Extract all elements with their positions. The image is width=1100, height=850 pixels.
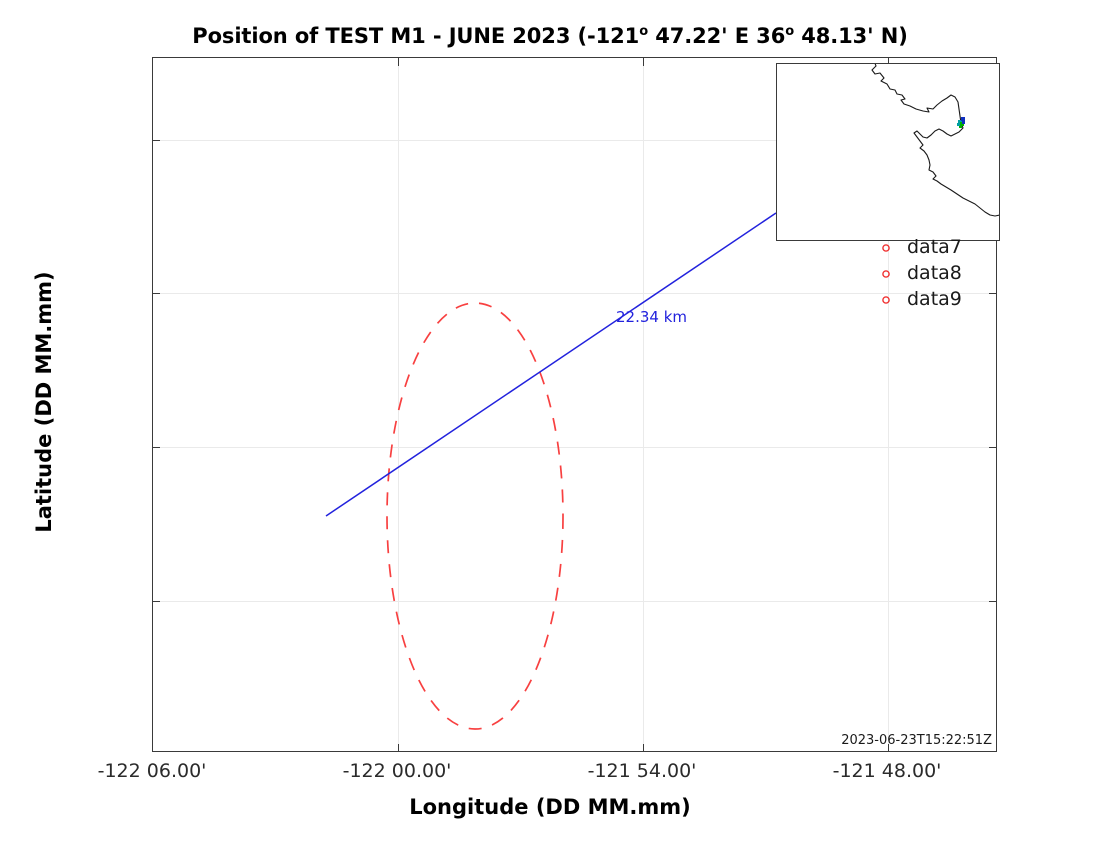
title-suffix: 48.13' N) — [794, 24, 908, 48]
x-tick-label: -121 48.00' — [832, 760, 942, 782]
distance-vector-line — [325, 212, 777, 517]
gridline-vertical — [888, 58, 889, 751]
watch-circle-ellipse — [386, 302, 564, 730]
legend-item-label: data9 — [907, 288, 962, 310]
x-axis-tick — [398, 744, 400, 752]
gridline-horizontal — [153, 447, 996, 448]
legend-item[interactable]: data8 — [871, 260, 999, 286]
y-axis-tick — [153, 601, 160, 603]
x-tick-label: -121 54.00' — [587, 760, 697, 782]
inset-map[interactable] — [776, 63, 1000, 241]
x-axis-tick — [643, 744, 645, 752]
y-axis-tick-right — [989, 447, 996, 449]
x-tick-label: -122 06.00' — [97, 760, 207, 782]
x-axis-title: Longitude (DD MM.mm) — [409, 795, 691, 819]
title-prefix: Position of TEST M1 - JUNE 2023 (-121 — [192, 24, 640, 48]
title-degree-symbol-1: o — [639, 24, 649, 39]
title-degree-symbol-2: o — [785, 24, 795, 39]
legend-item[interactable]: data9 — [871, 286, 999, 312]
distance-label: 22.34 km — [616, 308, 688, 326]
gridline-vertical — [398, 58, 399, 751]
coastline-path — [871, 64, 999, 217]
timestamp-label: 2023-06-23T15:22:51Z — [841, 733, 992, 748]
x-tick-label: -122 00.00' — [342, 760, 452, 782]
gridline-horizontal — [153, 140, 996, 141]
legend-item-label: data7 — [907, 236, 962, 258]
y-axis-tick-right — [989, 601, 996, 603]
x-axis-tick-top — [643, 58, 645, 66]
gridline-horizontal — [153, 601, 996, 602]
y-axis-tick — [153, 447, 160, 449]
inset-map-svg — [871, 64, 999, 217]
circle-open-icon — [871, 264, 901, 283]
legend-item-label: data8 — [907, 262, 962, 284]
data-layer — [325, 212, 777, 730]
title-middle: 47.22' E 36 — [648, 24, 786, 48]
legend: data7 data8 data9 — [871, 230, 999, 316]
gridline-horizontal — [153, 293, 996, 294]
x-axis-tick — [888, 744, 890, 752]
legend-item[interactable]: data7 — [871, 234, 999, 260]
y-axis-tick-right — [989, 293, 996, 295]
y-axis-tick — [153, 140, 160, 142]
page-title: Position of TEST M1 - JUNE 2023 (-121o 4… — [0, 24, 1100, 48]
mooring-position-marker — [957, 117, 965, 128]
x-axis-tick-top — [398, 58, 400, 66]
y-axis-title: Latitude (DD MM.mm) — [32, 271, 56, 533]
circle-open-icon — [871, 290, 901, 309]
circle-open-icon — [871, 238, 901, 257]
y-axis-tick — [153, 293, 160, 295]
x-axis-tick-top — [888, 58, 890, 66]
plot-area[interactable]: 22.34 km — [152, 57, 1000, 752]
gridline-vertical — [643, 58, 644, 751]
